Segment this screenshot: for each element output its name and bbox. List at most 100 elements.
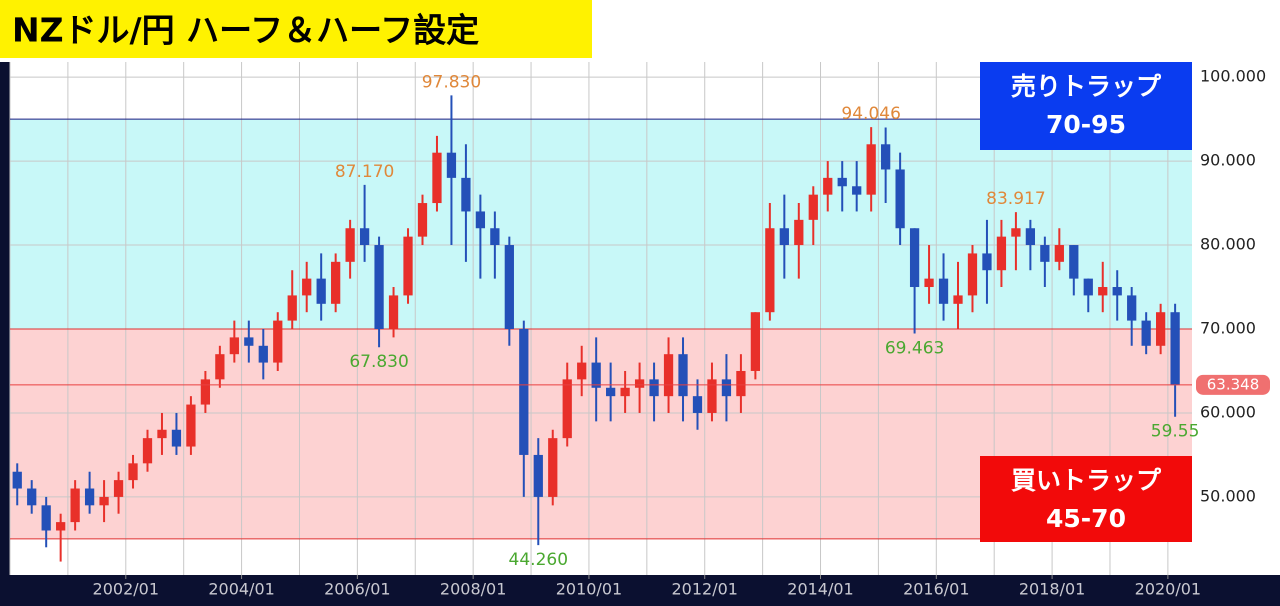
candle-body bbox=[273, 320, 283, 363]
y-tick-label: 60.000 bbox=[1200, 402, 1256, 421]
candle-body bbox=[678, 354, 688, 397]
candle-body bbox=[316, 278, 326, 304]
candle-body bbox=[403, 236, 413, 296]
x-tick-label: 2016/01 bbox=[903, 580, 969, 599]
candle-body bbox=[374, 245, 384, 329]
candle-body bbox=[663, 354, 674, 397]
annotation: 83.917 bbox=[986, 189, 1045, 209]
candle-body bbox=[99, 496, 109, 506]
candle-body bbox=[823, 177, 833, 195]
zone-name: 売りトラップ bbox=[1011, 72, 1162, 101]
candle-body bbox=[490, 228, 500, 246]
x-tick-label: 2018/01 bbox=[1019, 580, 1085, 599]
zone-box bbox=[980, 456, 1192, 542]
candle-body bbox=[736, 370, 746, 397]
x-tick-label: 2014/01 bbox=[787, 580, 853, 599]
candle-body bbox=[996, 236, 1007, 271]
annotation: 87.170 bbox=[335, 162, 394, 182]
candle-body bbox=[302, 278, 312, 296]
candle-body bbox=[331, 261, 341, 304]
annotation: 44.260 bbox=[509, 550, 568, 570]
candle-body bbox=[41, 505, 51, 531]
x-tick-label: 2010/01 bbox=[556, 580, 622, 599]
candle-body bbox=[345, 228, 355, 262]
candle-body bbox=[649, 379, 659, 397]
candle-body bbox=[692, 396, 703, 413]
current-price-box bbox=[1196, 374, 1270, 395]
y-tick-label: 80.000 bbox=[1200, 235, 1256, 254]
candle-body bbox=[577, 362, 587, 380]
candle-body bbox=[591, 362, 601, 388]
candle-body bbox=[852, 186, 862, 195]
candle-body bbox=[200, 379, 211, 405]
candle-body bbox=[837, 177, 847, 187]
candle-body bbox=[1170, 312, 1180, 385]
x-tick-label: 2004/01 bbox=[208, 580, 274, 599]
candle-body bbox=[287, 295, 297, 321]
y-tick-label: 50.000 bbox=[1200, 486, 1256, 505]
candle-body bbox=[953, 295, 963, 304]
candle-body bbox=[388, 295, 399, 329]
candle-body bbox=[765, 228, 775, 313]
candle-body bbox=[707, 379, 717, 413]
candle-body bbox=[1040, 245, 1050, 262]
candle-body bbox=[432, 152, 442, 204]
candle-body bbox=[519, 328, 529, 455]
annotation: 59.55 bbox=[1151, 422, 1200, 442]
candle-body bbox=[967, 253, 978, 296]
x-tick-label: 2020/01 bbox=[1135, 580, 1201, 599]
x-tick-label: 2012/01 bbox=[671, 580, 737, 599]
candle-body bbox=[794, 219, 804, 246]
candle-body bbox=[70, 488, 80, 523]
x-tick-label: 2006/01 bbox=[324, 580, 390, 599]
candle-body bbox=[606, 387, 616, 397]
x-tick-label: 2008/01 bbox=[440, 580, 506, 599]
candle-body bbox=[229, 337, 239, 355]
candle-body bbox=[215, 354, 225, 380]
candle-body bbox=[1112, 287, 1122, 296]
candle-body bbox=[417, 203, 428, 237]
zone-box bbox=[980, 62, 1192, 150]
candle-body bbox=[128, 463, 138, 481]
chart-title: NZドル/円 ハーフ＆ハーフ設定 bbox=[12, 11, 479, 50]
candle-body bbox=[244, 337, 254, 346]
zone bbox=[10, 119, 1192, 329]
candle-body bbox=[84, 488, 95, 506]
candle-body bbox=[620, 387, 630, 397]
annotation: 67.830 bbox=[349, 352, 408, 372]
candle-body bbox=[1069, 245, 1079, 279]
candle-body bbox=[924, 278, 934, 288]
candle-body bbox=[721, 379, 732, 397]
title-box bbox=[0, 0, 592, 58]
candle-body bbox=[548, 438, 558, 497]
candle-body bbox=[808, 194, 818, 220]
candle-body bbox=[1127, 295, 1137, 321]
candle-body bbox=[938, 278, 949, 304]
zone-range: 45-70 bbox=[1046, 504, 1126, 533]
current-price-label: 63.348 bbox=[1207, 375, 1260, 393]
annotation: 69.463 bbox=[885, 339, 944, 359]
candle-body bbox=[142, 438, 153, 464]
candle-body bbox=[27, 488, 37, 506]
candle-body bbox=[56, 522, 66, 531]
candle-body bbox=[982, 253, 992, 271]
candle-body bbox=[461, 177, 471, 212]
candle-body bbox=[562, 379, 572, 439]
candle-body bbox=[1156, 312, 1166, 346]
zone-range: 70-95 bbox=[1046, 110, 1126, 139]
candle-body bbox=[634, 379, 645, 388]
candle-body bbox=[359, 228, 370, 246]
zone-name: 買いトラップ bbox=[1011, 466, 1162, 495]
candle-body bbox=[1025, 228, 1036, 246]
candle-body bbox=[171, 429, 182, 447]
candle-body bbox=[12, 471, 22, 489]
candle-body bbox=[504, 245, 514, 329]
candle-body bbox=[1083, 278, 1093, 296]
annotation: 94.046 bbox=[841, 104, 900, 124]
candle-body bbox=[1098, 287, 1108, 296]
candle-body bbox=[446, 152, 457, 178]
candle-body bbox=[779, 228, 789, 246]
candle-body bbox=[258, 345, 268, 363]
axis-bg bbox=[1192, 62, 1280, 575]
